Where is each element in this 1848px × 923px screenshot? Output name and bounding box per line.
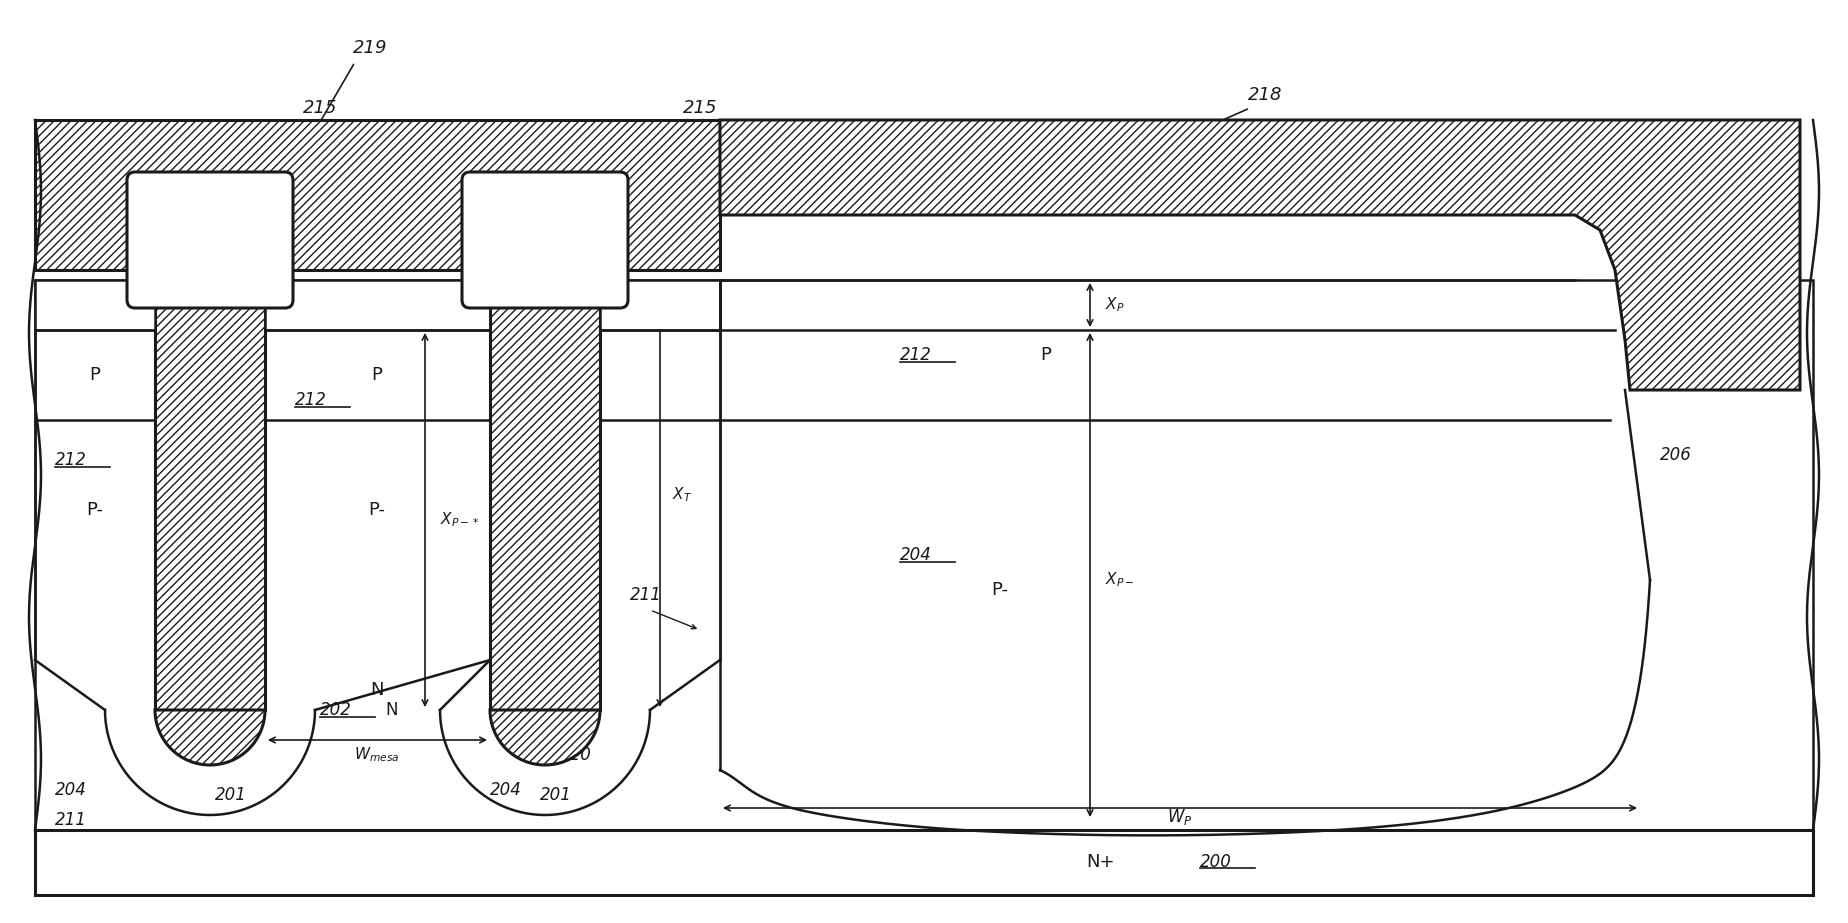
Text: 211: 211 bbox=[630, 586, 662, 604]
Text: 204: 204 bbox=[55, 781, 87, 799]
Text: 200: 200 bbox=[1199, 853, 1233, 871]
Text: 201: 201 bbox=[540, 786, 571, 804]
Bar bbox=[35, 120, 721, 270]
Text: $X_T$: $X_T$ bbox=[673, 485, 693, 504]
Text: 201: 201 bbox=[214, 786, 248, 804]
Bar bbox=[601, 280, 721, 330]
Text: P-: P- bbox=[368, 501, 386, 519]
Bar bbox=[490, 270, 601, 710]
Text: $W_{mesa}$: $W_{mesa}$ bbox=[355, 746, 399, 764]
Text: N+: N+ bbox=[334, 296, 360, 314]
Text: $X_{P^+}$: $X_{P^+}$ bbox=[440, 295, 468, 315]
Bar bbox=[35, 280, 1813, 830]
Polygon shape bbox=[721, 120, 1800, 390]
Text: 204: 204 bbox=[490, 781, 521, 799]
Text: $X_P$: $X_P$ bbox=[1105, 295, 1124, 315]
Text: 214: 214 bbox=[50, 121, 85, 139]
Text: 202: 202 bbox=[320, 701, 351, 719]
Text: P: P bbox=[89, 366, 100, 384]
Text: 215: 215 bbox=[682, 99, 717, 117]
Text: P-: P- bbox=[87, 501, 103, 519]
Text: 212: 212 bbox=[55, 451, 87, 469]
Text: $W_P$: $W_P$ bbox=[1168, 807, 1192, 827]
Text: 215: 215 bbox=[303, 99, 336, 117]
Bar bbox=[155, 270, 264, 710]
Text: 211: 211 bbox=[55, 811, 87, 829]
Text: N+: N+ bbox=[81, 296, 109, 314]
Text: 210: 210 bbox=[560, 746, 591, 764]
Text: 214: 214 bbox=[390, 121, 425, 139]
Text: 216: 216 bbox=[508, 239, 541, 257]
Bar bbox=[35, 830, 1813, 895]
Wedge shape bbox=[155, 710, 264, 765]
Text: 204: 204 bbox=[900, 546, 931, 564]
Bar bbox=[264, 280, 490, 330]
Wedge shape bbox=[490, 710, 601, 765]
Text: 219: 219 bbox=[353, 39, 388, 57]
Text: 212: 212 bbox=[296, 391, 327, 409]
Text: 216: 216 bbox=[172, 239, 207, 257]
Text: N: N bbox=[384, 701, 397, 719]
Text: P: P bbox=[371, 366, 383, 384]
Text: N: N bbox=[370, 681, 384, 699]
Text: P-: P- bbox=[992, 581, 1009, 599]
Text: N+: N+ bbox=[1087, 853, 1114, 871]
FancyBboxPatch shape bbox=[462, 172, 628, 308]
Text: 206: 206 bbox=[1660, 446, 1693, 464]
Text: 210: 210 bbox=[188, 726, 220, 744]
Text: 212: 212 bbox=[900, 346, 931, 364]
Bar bbox=[35, 280, 155, 330]
Text: P: P bbox=[1040, 346, 1052, 364]
FancyBboxPatch shape bbox=[128, 172, 294, 308]
Text: $X_{P-}$: $X_{P-}$ bbox=[1105, 570, 1135, 590]
Text: $X_{P-*}$: $X_{P-*}$ bbox=[440, 510, 480, 530]
Text: N+: N+ bbox=[81, 296, 109, 314]
Text: 218: 218 bbox=[1247, 86, 1283, 104]
